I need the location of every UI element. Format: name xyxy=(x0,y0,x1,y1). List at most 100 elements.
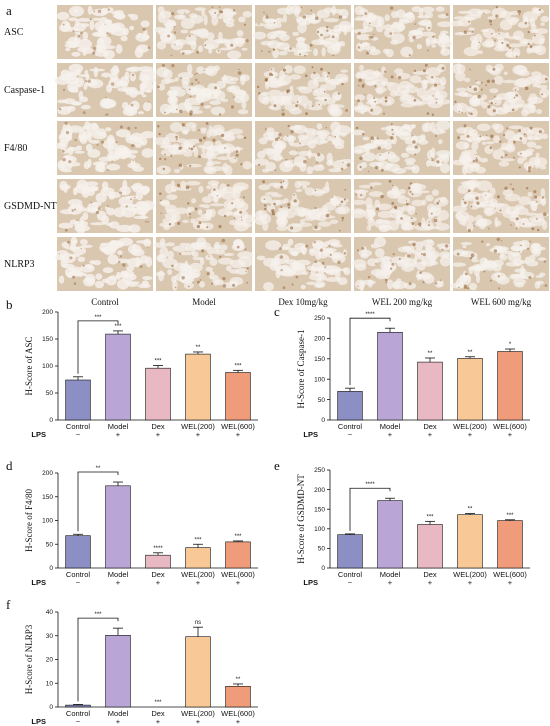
significance-label: ** xyxy=(236,677,241,683)
y-tick-label: 150 xyxy=(314,356,325,363)
micrograph-tile xyxy=(450,5,550,59)
bracket-label: **** xyxy=(365,482,375,488)
bar-model xyxy=(377,500,403,569)
lps-label: LPS xyxy=(31,430,46,439)
significance-label: *** xyxy=(154,700,162,706)
lps-sign: − xyxy=(348,578,353,587)
micrograph-tile xyxy=(254,177,351,233)
chart-panel-d: d 0 50 100 150 200 H-Score of F4/80 Control− Mod… xyxy=(6,458,258,587)
category-label: Model xyxy=(108,709,129,718)
y-tick-label: 100 xyxy=(42,363,53,370)
micrograph-tile xyxy=(55,121,155,175)
lps-sign: + xyxy=(196,717,201,726)
comparison-bracket xyxy=(77,471,119,532)
bar-dex xyxy=(145,367,171,421)
significance-label: ** xyxy=(468,350,473,356)
category-label: WEL(200) xyxy=(453,570,487,579)
y-axis-label: H-Score of NLRP3 xyxy=(24,624,34,694)
bar-wel600 xyxy=(225,541,251,569)
lps-sign: + xyxy=(508,430,513,439)
lps-sign: + xyxy=(468,578,473,587)
lps-label: LPS xyxy=(31,578,46,587)
y-tick-label: 40 xyxy=(46,609,54,616)
column-label: Model xyxy=(192,297,216,307)
bar-wel200 xyxy=(185,636,211,708)
bar-wel600 xyxy=(225,372,251,421)
y-tick-label: 0 xyxy=(321,565,325,572)
bar-dex xyxy=(417,361,443,421)
lps-sign: + xyxy=(428,578,433,587)
bar-model xyxy=(377,331,403,421)
y-tick-label: 250 xyxy=(314,315,325,322)
category-label: WEL(600) xyxy=(221,709,255,718)
micrograph-tile xyxy=(451,179,550,233)
lps-sign: + xyxy=(468,430,473,439)
category-label: WEL(200) xyxy=(453,422,487,431)
lps-sign: + xyxy=(196,578,201,587)
panel-a-micrograph-grid: a ASC Caspase-1 F4/80 GSDMD-NT NLRP3 Control… xyxy=(4,3,550,307)
y-tick-label: 150 xyxy=(42,494,53,501)
row-label: F4/80 xyxy=(4,143,27,154)
micrograph-tile xyxy=(153,237,254,291)
category-label: Control xyxy=(66,422,91,431)
chart-panel-e: e 0 50 100 150 200 250 H-Score of GSDMD-NT Contr… xyxy=(274,458,530,587)
micrograph-tile xyxy=(352,236,452,292)
panel-letter: e xyxy=(274,458,280,473)
panel-letter: c xyxy=(274,304,280,319)
comparison-bracket xyxy=(77,320,119,374)
lps-sign: + xyxy=(156,578,161,587)
lps-sign: − xyxy=(348,430,353,439)
lps-sign: + xyxy=(116,430,121,439)
column-label: WEL 200 mg/kg xyxy=(372,297,433,307)
lps-sign: + xyxy=(236,430,241,439)
panel-letter: d xyxy=(6,458,13,473)
significance-label: * xyxy=(509,342,512,348)
lps-sign: + xyxy=(236,578,241,587)
significance-label: *** xyxy=(154,358,162,364)
bar-control xyxy=(65,379,91,421)
bracket-label: *** xyxy=(94,612,102,618)
y-tick-label: 50 xyxy=(318,397,326,404)
micrograph-tile xyxy=(255,237,351,292)
lps-sign: + xyxy=(156,430,161,439)
y-tick-label: 100 xyxy=(314,526,325,533)
category-label: WEL(600) xyxy=(493,570,527,579)
bar-control xyxy=(65,704,91,708)
lps-sign: + xyxy=(388,430,393,439)
row-label: GSDMD-NT xyxy=(4,201,57,212)
significance-label: *** xyxy=(506,513,514,519)
y-tick-label: 0 xyxy=(49,565,53,572)
y-tick-label: 200 xyxy=(314,336,325,343)
bar-control xyxy=(65,535,91,569)
category-label: Control xyxy=(338,570,363,579)
lps-sign: − xyxy=(76,578,81,587)
panel-a-column-labels: Control Model Dex 10mg/kg WEL 200 mg/kg WEL … xyxy=(91,297,531,307)
y-axis-label: H-Score of F4/80 xyxy=(24,489,34,552)
y-tick-label: 50 xyxy=(318,546,326,553)
bar-wel200 xyxy=(185,353,211,421)
y-tick-label: 0 xyxy=(321,417,325,424)
bracket-label: ** xyxy=(96,466,101,472)
micrograph-tile xyxy=(255,63,351,117)
bar-model xyxy=(105,333,131,421)
micrograph-tile xyxy=(153,5,252,60)
category-label: Dex xyxy=(151,422,165,431)
lps-sign: + xyxy=(236,717,241,726)
y-tick-label: 150 xyxy=(42,336,53,343)
micrograph-tile xyxy=(450,237,549,291)
panel-letter: b xyxy=(6,297,13,312)
y-tick-label: 0 xyxy=(49,704,53,711)
bar-wel200 xyxy=(457,358,483,421)
lps-sign: − xyxy=(76,717,81,726)
bar-model xyxy=(105,485,131,569)
significance-label: **** xyxy=(153,546,163,552)
bar-wel200 xyxy=(457,514,483,569)
lps-sign: + xyxy=(156,717,161,726)
lps-label: LPS xyxy=(303,578,318,587)
category-label: Dex xyxy=(423,570,437,579)
y-tick-label: 100 xyxy=(42,518,53,525)
micrograph-tile xyxy=(253,121,354,175)
